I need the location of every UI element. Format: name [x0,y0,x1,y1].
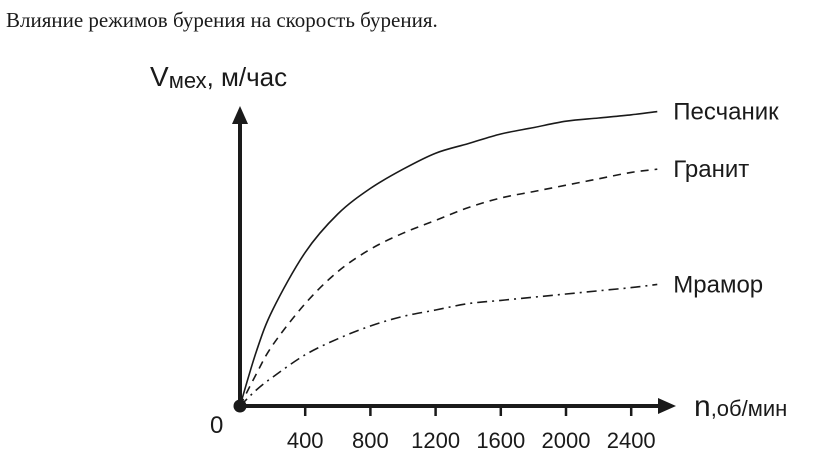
series-line-2 [239,283,658,407]
x-tick-label: 1600 [476,428,525,453]
y-axis-arrow [232,106,248,124]
origin-label: 0 [210,412,223,439]
x-tick-label: 400 [287,428,324,453]
x-ticks: 400 800 1200 1600 2000 2400 [287,406,656,453]
series-label-0: Песчаник [673,99,779,126]
axes [232,106,676,414]
x-tick-label: 2000 [542,428,591,453]
x-axis-label: n,об/мин [694,390,787,423]
x-axis-arrow [658,398,676,414]
labels: Песчаник Гранит Мрамор Vмех, м/час n,об/мин 0 [150,61,787,439]
series-line-0 [239,110,658,407]
series-label-2: Мрамор [673,271,763,298]
x-tick-label: 2400 [607,428,656,453]
series-label-1: Гранит [673,156,749,183]
y-axis-label: Vмех, м/час [150,61,287,93]
series-line-1 [239,168,658,407]
curves [239,110,658,407]
x-tick-label: 1200 [411,428,460,453]
chart-caption: Влияние режимов бурения на скорость буре… [6,8,438,32]
x-tick-label: 800 [352,428,389,453]
